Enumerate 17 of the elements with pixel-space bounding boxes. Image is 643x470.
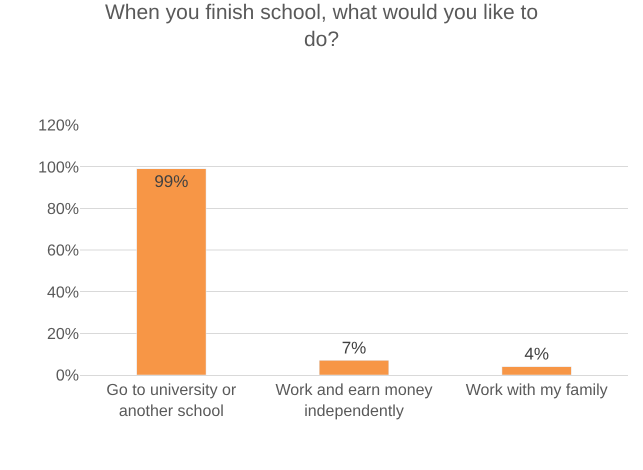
bar [502, 366, 572, 375]
bar [136, 168, 206, 375]
y-tick-label: 80% [46, 200, 79, 218]
y-tick-label: 40% [46, 284, 79, 302]
data-label: 99% [154, 172, 188, 191]
y-tick-label: 0% [56, 368, 79, 385]
y-tick-label: 120% [38, 118, 79, 135]
x-tick-label: Go to university or another school [106, 382, 237, 420]
x-tick-label: Work with my family [466, 382, 608, 400]
data-label: 4% [524, 344, 549, 364]
x-tick-label: Work and earn money independently [275, 382, 433, 420]
data-label: 7% [342, 338, 366, 358]
y-tick-label: 60% [46, 242, 79, 260]
y-tick-label: 20% [46, 326, 79, 343]
chart-title: When you finish school, what would you like to do? [104, 0, 538, 52]
bar [319, 360, 389, 375]
y-tick-label: 100% [38, 159, 79, 176]
